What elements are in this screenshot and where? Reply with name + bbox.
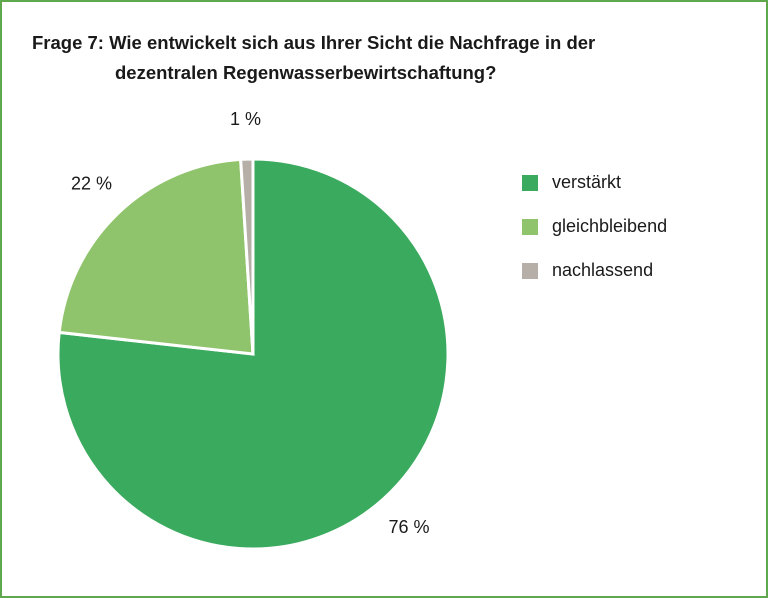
data-label: 1 % — [230, 109, 261, 129]
pie-slice — [239, 157, 255, 355]
legend-label: nachlassend — [552, 260, 653, 280]
data-label: 76 % — [389, 517, 430, 537]
pie-slice — [57, 157, 255, 356]
legend-swatch — [522, 219, 538, 235]
chart-title: dezentralen Regenwasserbewirtschaftung? — [115, 62, 496, 83]
chart-title: Frage 7: Wie entwickelt sich aus Ihrer S… — [32, 32, 595, 53]
legend-swatch — [522, 263, 538, 279]
legend-swatch — [522, 175, 538, 191]
legend-label: gleichbleibend — [552, 216, 667, 236]
pie-slice — [56, 157, 450, 551]
data-label: 22 % — [71, 173, 112, 193]
legend-label: verstärkt — [552, 172, 621, 192]
